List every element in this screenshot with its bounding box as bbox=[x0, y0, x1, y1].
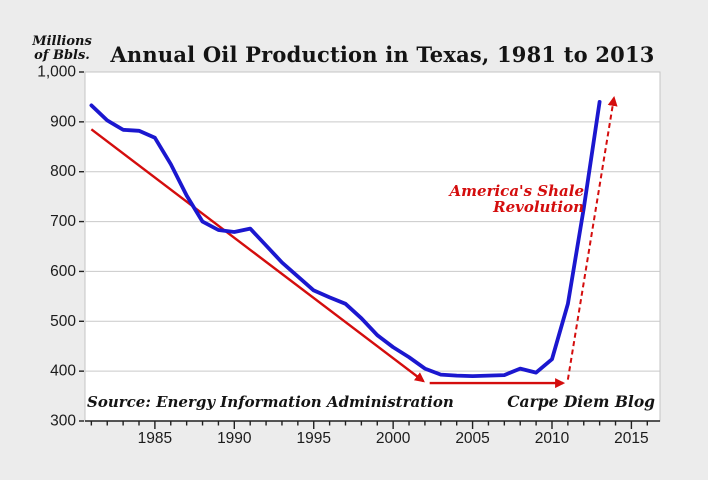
svg-text:2005: 2005 bbox=[455, 430, 489, 447]
svg-text:500: 500 bbox=[50, 313, 76, 330]
svg-text:800: 800 bbox=[50, 163, 76, 180]
y-axis-unit-line2: of Bbls. bbox=[34, 48, 90, 63]
y-axis: 1,000 900 800 700 600 500 400 300 bbox=[37, 64, 84, 430]
shale-annotation-line2: Revolution bbox=[493, 198, 584, 216]
svg-text:1,000: 1,000 bbox=[37, 64, 76, 81]
svg-text:1985: 1985 bbox=[138, 430, 172, 447]
plot-area bbox=[84, 71, 661, 422]
y-axis-unit-label: Millions of Bbls. bbox=[20, 35, 104, 63]
chart-title: Annual Oil Production in Texas, 1981 to … bbox=[110, 42, 655, 67]
svg-text:2000: 2000 bbox=[376, 430, 411, 447]
svg-text:700: 700 bbox=[50, 213, 76, 230]
source-note: Source: Energy Information Administratio… bbox=[87, 393, 454, 411]
shale-revolution-annotation: America's Shale Revolution bbox=[364, 183, 584, 215]
gridlines bbox=[85, 121, 660, 372]
svg-text:300: 300 bbox=[50, 413, 76, 430]
svg-text:600: 600 bbox=[50, 263, 76, 280]
x-axis: 1985 1990 1995 2000 2005 2010 2015 bbox=[85, 420, 660, 447]
y-axis-unit-line1: Millions bbox=[32, 34, 92, 49]
svg-text:900: 900 bbox=[50, 113, 76, 130]
svg-text:400: 400 bbox=[50, 363, 76, 380]
svg-text:1990: 1990 bbox=[217, 430, 252, 447]
svg-text:2015: 2015 bbox=[614, 430, 648, 447]
svg-text:2010: 2010 bbox=[535, 430, 570, 447]
production-line bbox=[89, 100, 602, 379]
credit-note: Carpe Diem Blog bbox=[507, 392, 655, 411]
shale-annotation-line1: America's Shale bbox=[449, 182, 584, 200]
trend-arrows bbox=[90, 95, 618, 389]
svg-text:1995: 1995 bbox=[296, 430, 330, 447]
